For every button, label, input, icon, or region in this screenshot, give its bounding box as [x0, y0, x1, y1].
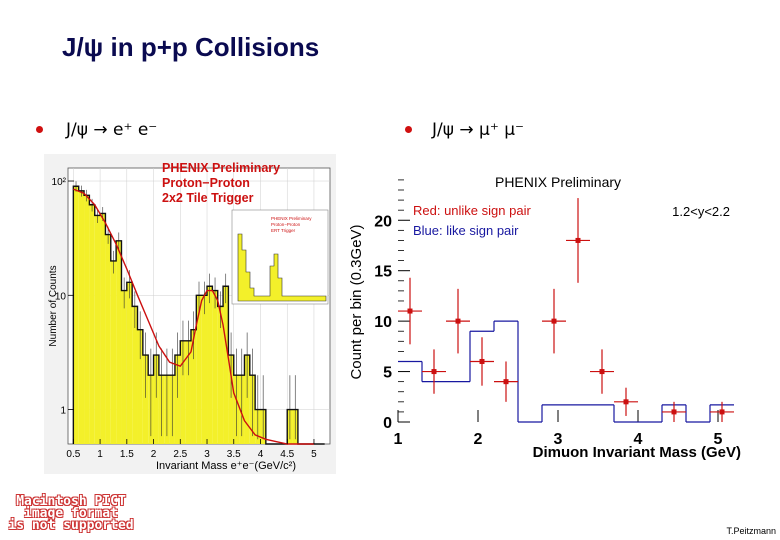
left-chart-title: PHENIX Preliminary — [162, 161, 280, 175]
histogram-bar — [153, 355, 159, 444]
bullet-dot-right — [405, 126, 412, 133]
unlike-sign-point — [431, 369, 437, 375]
left-y-tick-label: 10 — [55, 291, 67, 302]
fit-curve — [73, 188, 314, 445]
inset-plot: PHENIX Preliminary Proton−Proton ERT Tri… — [231, 209, 329, 305]
right-x-tick-label: 5 — [714, 431, 723, 448]
left-x-tick-label: 1 — [97, 449, 103, 460]
right-y-tick-label: 10 — [374, 314, 392, 331]
inset-title: PHENIX Preliminary — [271, 216, 312, 221]
histogram-bar — [84, 195, 90, 444]
histogram-bar — [137, 329, 143, 444]
dimuon-mass-chart: 0 5 10 15 20 1 2 3 4 5 PHENIX Preliminary Red: un… — [348, 174, 741, 461]
histogram-bar — [207, 286, 213, 444]
inset-annotation-trigger: ERT Trigger — [271, 228, 296, 233]
histogram-bar — [212, 290, 218, 444]
unlike-sign-point — [455, 318, 461, 324]
dielectron-mass-chart: 0.5 1 1.5 2 2.5 3 3.5 4 4.5 5 10² 10 1 PHENIX Prelim… — [44, 154, 336, 474]
right-chart-title: PHENIX Preliminary — [495, 174, 621, 190]
slide-title: J/ψ in p+p Collisions — [62, 32, 320, 62]
histogram-outline — [72, 185, 325, 445]
left-y-tick-label: 10² — [52, 177, 67, 188]
right-x-tick-label: 1 — [394, 431, 403, 448]
pict-placeholder: Macintosh PICT image format is not suppo… — [0, 494, 142, 533]
inset-histogram — [237, 233, 327, 302]
histogram-bar — [89, 204, 95, 444]
pict-line-2: image format — [24, 506, 118, 521]
pict-line-1: Macintosh PICT — [16, 494, 126, 509]
left-x-tick-label: 1.5 — [120, 449, 134, 460]
bullet-label-electron: J/ψ → e⁺ e⁻ — [66, 120, 158, 140]
unlike-sign-point — [599, 369, 605, 375]
left-x-tick-label: 4.5 — [280, 449, 294, 460]
histogram-bar — [142, 355, 149, 444]
unlike-sign-point — [671, 409, 677, 415]
histogram-bar — [196, 295, 202, 444]
legend-like-sign: Blue: like sign pair — [413, 223, 519, 238]
unlike-sign-point — [503, 379, 509, 385]
right-y-tick-label: 0 — [383, 415, 392, 432]
bullet-dot-left — [36, 126, 43, 133]
bullet-label-muon: J/ψ → μ⁺ μ⁻ — [432, 120, 524, 140]
legend-unlike-sign: Red: unlike sign pair — [413, 203, 531, 218]
histogram-bar — [217, 306, 224, 444]
histogram-bar — [73, 186, 79, 445]
left-y-tick-label: 1 — [60, 406, 66, 417]
left-x-axis-label: Invariant Mass e⁺e⁻(GeV/c²) — [156, 460, 296, 472]
right-x-tick-label: 4 — [634, 431, 643, 448]
right-y-axis-label: Count per bin (0.3GeV) — [348, 224, 365, 379]
unlike-sign-point — [407, 308, 413, 314]
histogram-bar — [190, 329, 197, 444]
histogram-bar — [110, 260, 117, 444]
histogram-bar — [78, 190, 85, 444]
left-y-axis-label: Number of Counts — [48, 265, 59, 346]
histogram-bar — [132, 306, 138, 444]
inset-annotation-collision: Proton−Proton — [271, 222, 301, 227]
pict-line-3: is not supported — [8, 518, 134, 533]
right-x-tick-label: 3 — [554, 431, 563, 448]
histogram-bar — [116, 240, 122, 444]
histogram-bar — [105, 234, 111, 444]
left-x-tick-label: 4 — [258, 449, 264, 460]
histogram-bar — [180, 340, 186, 444]
histogram-bar — [244, 355, 250, 444]
author-credit: T.Peitzmann — [726, 526, 776, 536]
histogram-bar — [185, 340, 191, 444]
right-y-tick-label: 15 — [374, 264, 392, 281]
right-x-axis-label: Dimuon Invariant Mass (GeV) — [533, 444, 741, 461]
rapidity-annotation: 1.2<y<2.2 — [672, 204, 730, 219]
left-annotation-collision: Proton−Proton — [162, 176, 250, 190]
right-y-tick-label: 5 — [383, 365, 392, 382]
left-x-tick-label: 2.5 — [173, 449, 187, 460]
right-x-tick-label: 2 — [474, 431, 483, 448]
unlike-sign-point — [551, 318, 557, 324]
unlike-sign-point — [479, 358, 485, 364]
histogram-bar — [100, 213, 106, 444]
histogram-bar — [121, 290, 127, 444]
unlike-sign-point — [719, 409, 725, 415]
histogram-bar — [228, 355, 234, 444]
histogram-bar — [94, 215, 101, 444]
left-x-tick-label: 3 — [204, 449, 210, 460]
histogram-bar — [201, 295, 208, 444]
left-x-tick-label: 0.5 — [66, 449, 80, 460]
histogram-bar — [174, 355, 181, 444]
unlike-sign-point — [575, 237, 581, 243]
histogram-bar — [223, 286, 229, 444]
unlike-sign-point — [623, 399, 629, 405]
left-x-tick-label: 5 — [311, 449, 317, 460]
left-annotation-trigger: 2x2 Tile Trigger — [162, 191, 254, 205]
histogram-bar — [126, 282, 133, 444]
right-y-tick-label: 20 — [374, 213, 392, 230]
left-x-tick-label: 2 — [151, 449, 157, 460]
left-x-tick-label: 3.5 — [227, 449, 241, 460]
